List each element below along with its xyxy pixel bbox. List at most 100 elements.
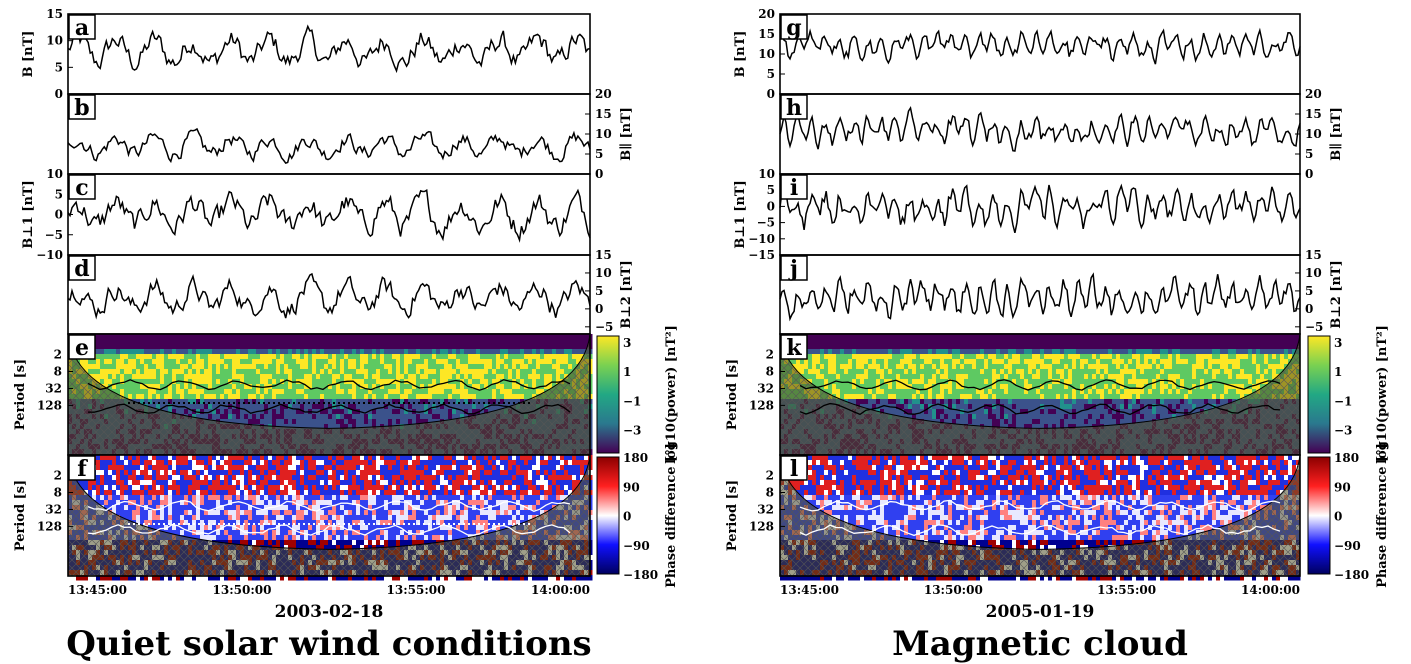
heatmap-cell: [104, 334, 109, 340]
heatmap-cell: [248, 384, 253, 390]
heatmap-cell: [196, 500, 201, 506]
heatmap-cell: [136, 505, 141, 511]
heatmap-cell: [408, 455, 413, 461]
heatmap-cell: [160, 470, 165, 476]
heatmap-cell: [392, 419, 397, 425]
heatmap-cell: [324, 339, 329, 345]
heatmap-cell: [272, 475, 277, 481]
heatmap-cell: [432, 349, 437, 355]
heatmap-cell: [396, 369, 401, 375]
heatmap-cell: [544, 470, 549, 476]
heatmap-cell: [184, 505, 189, 511]
heatmap-cell: [204, 379, 209, 385]
heatmap-cell: [272, 354, 277, 360]
heatmap-cell: [264, 334, 269, 340]
heatmap-cell: [484, 470, 489, 476]
heatmap-cell: [164, 465, 169, 471]
heatmap-cell: [456, 485, 461, 491]
heatmap-cell: [340, 495, 345, 501]
heatmap-cell: [468, 510, 473, 516]
heatmap-cell: [504, 359, 509, 365]
heatmap-cell: [272, 379, 277, 385]
tick-label: 20: [595, 87, 612, 101]
heatmap-cell: [256, 374, 261, 380]
heatmap-cell: [536, 339, 541, 345]
heatmap-cell: [192, 465, 197, 471]
heatmap-cell: [328, 389, 333, 395]
heatmap-cell: [556, 339, 561, 345]
contour-line: [87, 379, 571, 391]
heatmap-cell: [504, 510, 509, 516]
heatmap-cell: [476, 505, 481, 511]
heatmap-cell: [408, 369, 413, 375]
heatmap-cell: [388, 369, 393, 375]
heatmap-cell: [236, 490, 241, 496]
heatmap-cell: [436, 334, 441, 340]
heatmap-cell: [560, 455, 565, 461]
heatmap-cell: [324, 505, 329, 511]
heatmap-cell: [520, 495, 525, 501]
heatmap-cell: [172, 334, 177, 340]
heatmap-cell: [100, 495, 105, 501]
heatmap-cell: [376, 344, 381, 350]
heatmap-cell: [100, 465, 105, 471]
heatmap-cell: [520, 470, 525, 476]
heatmap-cell: [528, 480, 533, 486]
heatmap-cell: [144, 389, 149, 395]
heatmap-cell: [192, 344, 197, 350]
heatmap-cell: [464, 480, 469, 486]
heatmap-cell: [536, 500, 541, 506]
heatmap-cell: [172, 344, 177, 350]
heatmap-cell: [220, 505, 225, 511]
heatmap-cell: [500, 364, 505, 370]
heatmap-cell: [492, 344, 497, 350]
heatmap-cell: [140, 399, 145, 405]
heatmap-cell: [548, 364, 553, 370]
heatmap-cell: [424, 460, 429, 466]
heatmap-cell: [116, 495, 121, 501]
heatmap-cell: [320, 480, 325, 486]
heatmap-cell: [172, 359, 177, 365]
heatmap-cell: [220, 485, 225, 491]
heatmap-cell: [468, 369, 473, 375]
heatmap-cell: [312, 399, 317, 405]
heatmap-cell: [92, 364, 97, 370]
heatmap-cell: [400, 470, 405, 476]
panel-letter-box: [68, 174, 96, 200]
heatmap-cell: [536, 510, 541, 516]
heatmap-cell: [256, 394, 261, 400]
heatmap-cell: [564, 354, 569, 360]
heatmap-cell: [328, 515, 333, 521]
heatmap-cell: [464, 389, 469, 395]
heatmap-cell: [380, 344, 385, 350]
heatmap-cell: [388, 490, 393, 496]
heatmap-cell: [116, 505, 121, 511]
heatmap-cell: [152, 344, 157, 350]
heatmap-cell: [400, 399, 405, 405]
heatmap-cell: [316, 349, 321, 355]
heatmap-cell: [444, 414, 449, 420]
heatmap-cell: [164, 460, 169, 466]
heatmap-cell: [216, 500, 221, 506]
heatmap-cell: [112, 490, 117, 496]
heatmap-cell: [536, 460, 541, 466]
heatmap-cell: [200, 490, 205, 496]
heatmap-cell: [280, 500, 285, 506]
heatmap-cell: [132, 389, 137, 395]
heatmap-cell: [300, 490, 305, 496]
heatmap-cell: [532, 485, 537, 491]
heatmap-cell: [408, 394, 413, 400]
heatmap-cell: [156, 389, 161, 395]
heatmap-cell: [120, 339, 125, 345]
heatmap-cell: [436, 349, 441, 355]
heatmap-cell: [188, 339, 193, 345]
heatmap-cell: [184, 399, 189, 405]
heatmap-cell: [436, 414, 441, 420]
heatmap-cell: [152, 505, 157, 511]
heatmap-cell: [456, 374, 461, 380]
heatmap-cell: [408, 505, 413, 511]
heatmap-cell: [348, 485, 353, 491]
heatmap-cell: [416, 399, 421, 405]
heatmap-cell: [572, 354, 577, 360]
heatmap-cell: [364, 354, 369, 360]
